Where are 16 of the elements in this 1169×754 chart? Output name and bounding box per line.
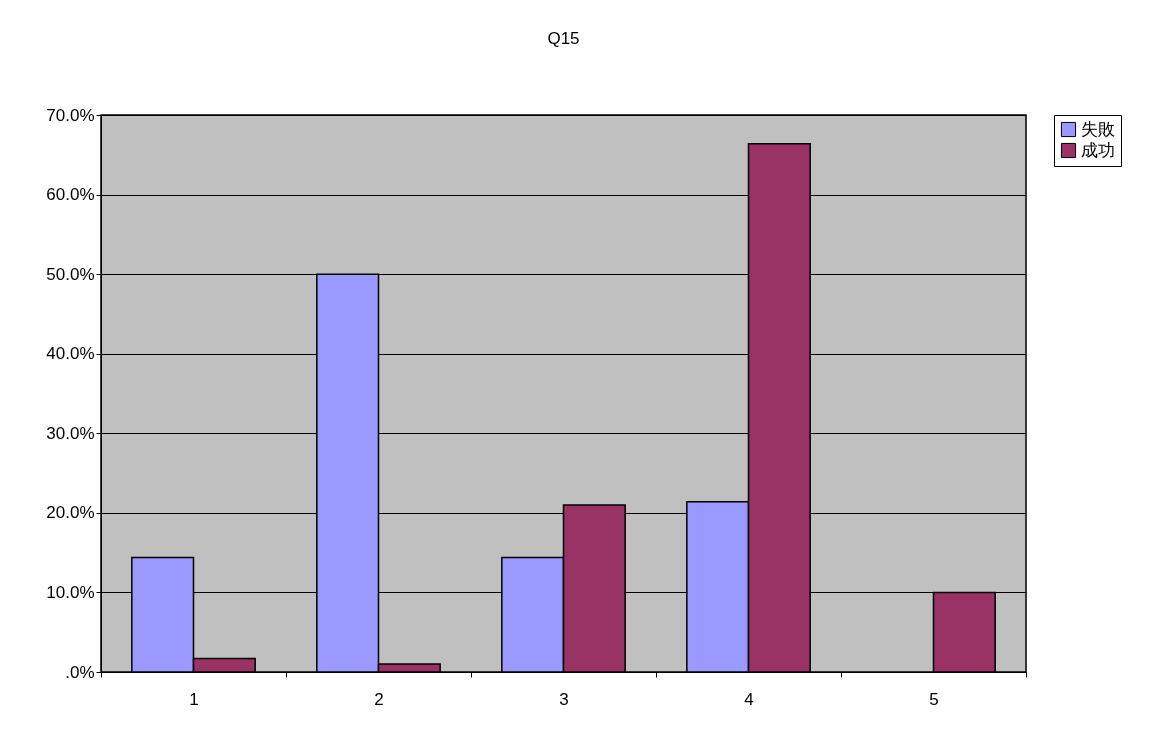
legend-label: 失敗 bbox=[1081, 119, 1115, 139]
y-tick-label: 30.0% bbox=[46, 423, 95, 443]
y-tick-label: 40.0% bbox=[46, 344, 95, 364]
y-tick-label: .0% bbox=[65, 662, 95, 682]
x-tick-label: 3 bbox=[559, 689, 569, 709]
y-tick-label: 60.0% bbox=[46, 185, 95, 205]
y-tick-label: 10.0% bbox=[46, 582, 95, 602]
y-tick-label: 50.0% bbox=[46, 264, 95, 284]
chart-title: Q15 bbox=[547, 29, 580, 48]
x-tick-label: 5 bbox=[929, 689, 939, 709]
y-tick-label: 20.0% bbox=[46, 503, 95, 523]
y-tick-label: 70.0% bbox=[46, 105, 95, 125]
x-tick-label: 1 bbox=[189, 689, 199, 709]
x-tick-label: 2 bbox=[374, 689, 384, 709]
x-tick-label: 4 bbox=[744, 689, 754, 709]
legend-label: 成功 bbox=[1081, 140, 1115, 160]
